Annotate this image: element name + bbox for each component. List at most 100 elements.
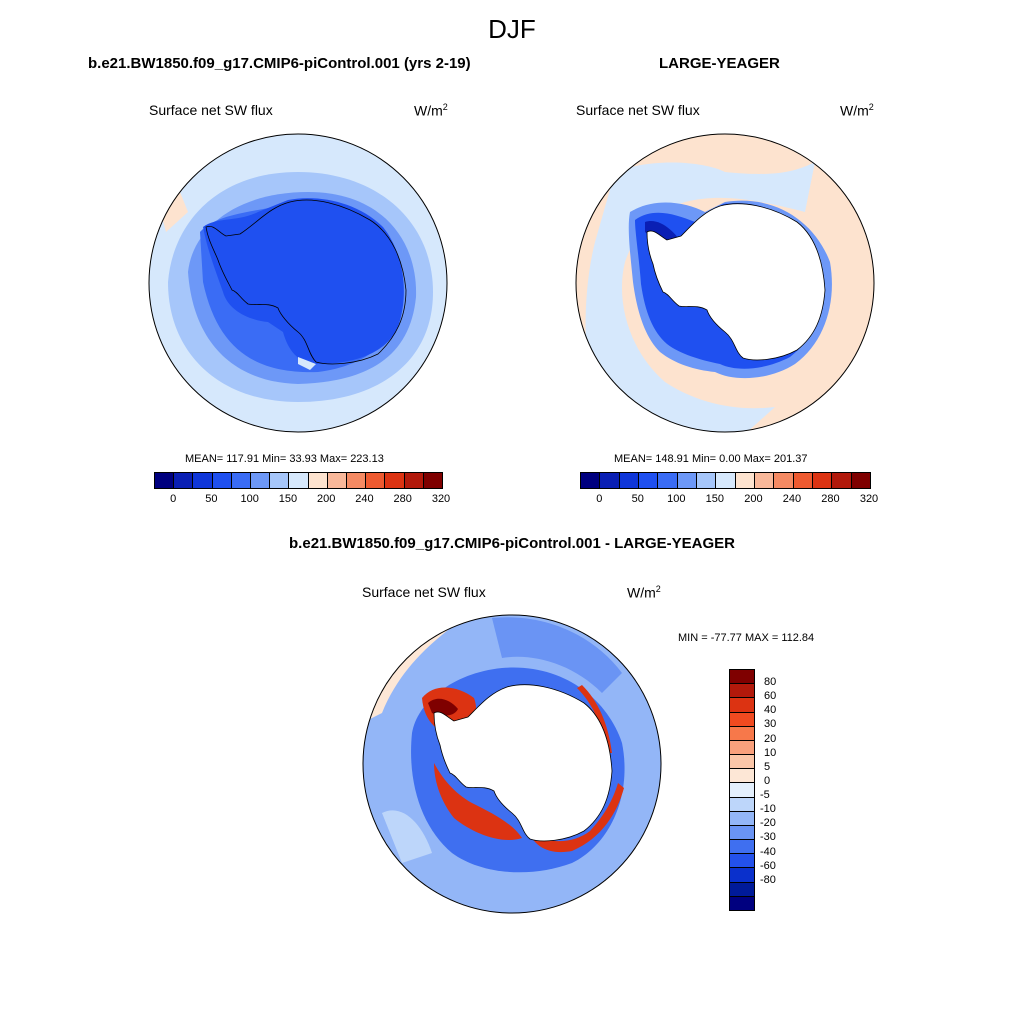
- colorbar-left-box: [251, 473, 271, 488]
- colorbar-right-box: [832, 473, 852, 488]
- colorbar-diff-tick-label: 60: [764, 690, 777, 703]
- colorbar-right-box: [812, 473, 833, 488]
- figure-title: DJF: [488, 14, 536, 44]
- colorbar-left-tick-label: 150: [278, 493, 298, 505]
- colorbar-diff-box: [730, 783, 754, 798]
- colorbar-diff-tick-label: 10: [764, 746, 777, 759]
- panel-diff-variable: Surface net SW flux: [362, 584, 486, 600]
- colorbar-diff-box: [730, 726, 754, 741]
- panel-left-stats: MEAN= 117.91 Min= 33.93 Max= 223.13: [185, 453, 384, 465]
- colorbar-diff-box: [730, 755, 754, 770]
- colorbar-diff-tick-label: -20: [760, 817, 776, 830]
- colorbar-diff-box: [730, 797, 754, 812]
- colorbar-diff-box: [730, 769, 754, 784]
- colorbar-diff-ticks: 80 60 40 30 20 10 5 0 -5 -10 -20 -30 -40 -60 -80: [760, 669, 800, 909]
- colorbar-right-box: [716, 473, 736, 488]
- colorbar-left-box: [289, 473, 309, 488]
- colorbar-right-box: [851, 473, 870, 488]
- colorbar-right-box: [619, 473, 639, 488]
- colorbar-right-box: [793, 473, 813, 488]
- colorbar-diff-box: [730, 896, 754, 910]
- colorbar-left-tick-label: 280: [393, 493, 412, 505]
- colorbar-right-tick-label: 0: [596, 493, 603, 505]
- colorbar-right: [580, 472, 871, 489]
- colorbar-diff-box: [730, 840, 754, 855]
- colorbar-right-tick-label: 50: [631, 493, 644, 505]
- colorbar-right-box: [696, 473, 717, 488]
- colorbar-left-box: [270, 473, 290, 488]
- colorbar-right-tick-label: 100: [667, 493, 686, 505]
- panel-right-stats: MEAN= 148.91 Min= 0.00 Max= 201.37: [614, 453, 808, 465]
- colorbar-left: [154, 472, 443, 489]
- colorbar-diff-tick-label: -80: [760, 873, 776, 886]
- colorbar-left-box: [366, 473, 386, 488]
- panel-right-title: LARGE-YEAGER: [659, 55, 780, 72]
- panel-left-units: W/m2: [414, 102, 448, 119]
- colorbar-left-box: [404, 473, 424, 488]
- panel-diff-units: W/m2: [627, 584, 661, 601]
- colorbar-right-tick-label: 320: [859, 493, 879, 505]
- colorbar-diff-box: [730, 684, 754, 699]
- colorbar-diff-tick-label: -40: [760, 845, 776, 858]
- colorbar-diff-box: [730, 882, 754, 897]
- colorbar-right-box: [638, 473, 659, 488]
- colorbar-left-box: [155, 473, 175, 488]
- colorbar-right-tick-label: 150: [705, 493, 725, 505]
- colorbar-diff-tick-label: 20: [764, 732, 777, 745]
- colorbar-diff-box: [730, 670, 754, 685]
- colorbar-right-ticks: 0 50 100 150 200 240 280 320: [580, 493, 878, 507]
- colorbar-left-ticks: 0 50 100 150 200 240 280 320: [154, 493, 450, 507]
- colorbar-right-box: [600, 473, 620, 488]
- panel-diff-stats: MIN = -77.77 MAX = 112.84: [678, 632, 815, 644]
- panel-right-units: W/m2: [840, 102, 874, 119]
- colorbar-diff-tick-label: -5: [760, 789, 770, 802]
- colorbar-left-box: [385, 473, 405, 488]
- panel-diff-title: b.e21.BW1850.f09_g17.CMIP6-piControl.001…: [289, 535, 735, 552]
- panel-right-variable: Surface net SW flux: [576, 102, 700, 118]
- colorbar-left-tick-label: 0: [170, 493, 177, 505]
- colorbar-left-box: [327, 473, 348, 488]
- colorbar-left-box: [347, 473, 367, 488]
- colorbar-diff-box: [730, 698, 754, 713]
- colorbar-right-tick-label: 200: [744, 493, 763, 505]
- colorbar-diff-box: [730, 854, 754, 869]
- colorbar-right-box: [658, 473, 678, 488]
- colorbar-diff-box: [730, 868, 754, 883]
- colorbar-left-box: [212, 473, 232, 488]
- colorbar-right-box: [754, 473, 775, 488]
- colorbar-right-box: [677, 473, 697, 488]
- colorbar-diff-box: [730, 712, 754, 727]
- colorbar-diff-tick-label: 5: [764, 760, 771, 773]
- colorbar-diff-tick-label: 40: [764, 704, 777, 717]
- colorbar-left-box: [231, 473, 252, 488]
- colorbar-diff-box: [730, 740, 754, 756]
- colorbar-left-tick-label: 320: [431, 493, 451, 505]
- panel-left-title: b.e21.BW1850.f09_g17.CMIP6-piControl.001…: [88, 55, 471, 72]
- colorbar-diff-tick-label: -10: [760, 803, 776, 816]
- map-right: [575, 133, 875, 433]
- map-diff: [362, 614, 662, 914]
- colorbar-left-box: [193, 473, 213, 488]
- colorbar-diff-tick-label: 30: [764, 718, 777, 731]
- colorbar-right-tick-label: 240: [782, 493, 802, 505]
- colorbar-left-box: [174, 473, 194, 488]
- panel-left-variable: Surface net SW flux: [149, 102, 273, 118]
- colorbar-left-box: [308, 473, 328, 488]
- colorbar-diff-box: [730, 825, 754, 841]
- colorbar-right-box: [581, 473, 601, 488]
- colorbar-diff: [729, 669, 755, 911]
- colorbar-right-box: [774, 473, 794, 488]
- colorbar-left-tick-label: 200: [317, 493, 336, 505]
- colorbar-diff-tick-label: 0: [764, 774, 771, 787]
- colorbar-diff-tick-label: 80: [764, 676, 777, 689]
- colorbar-left-tick-label: 100: [240, 493, 259, 505]
- colorbar-right-box: [735, 473, 755, 488]
- colorbar-right-tick-label: 280: [821, 493, 840, 505]
- colorbar-diff-box: [730, 811, 754, 826]
- colorbar-left-tick-label: 50: [205, 493, 218, 505]
- colorbar-diff-tick-label: -60: [760, 859, 776, 872]
- colorbar-left-tick-label: 240: [355, 493, 374, 505]
- map-left: [148, 133, 448, 433]
- colorbar-left-box: [423, 473, 443, 488]
- colorbar-diff-tick-label: -30: [760, 831, 776, 844]
